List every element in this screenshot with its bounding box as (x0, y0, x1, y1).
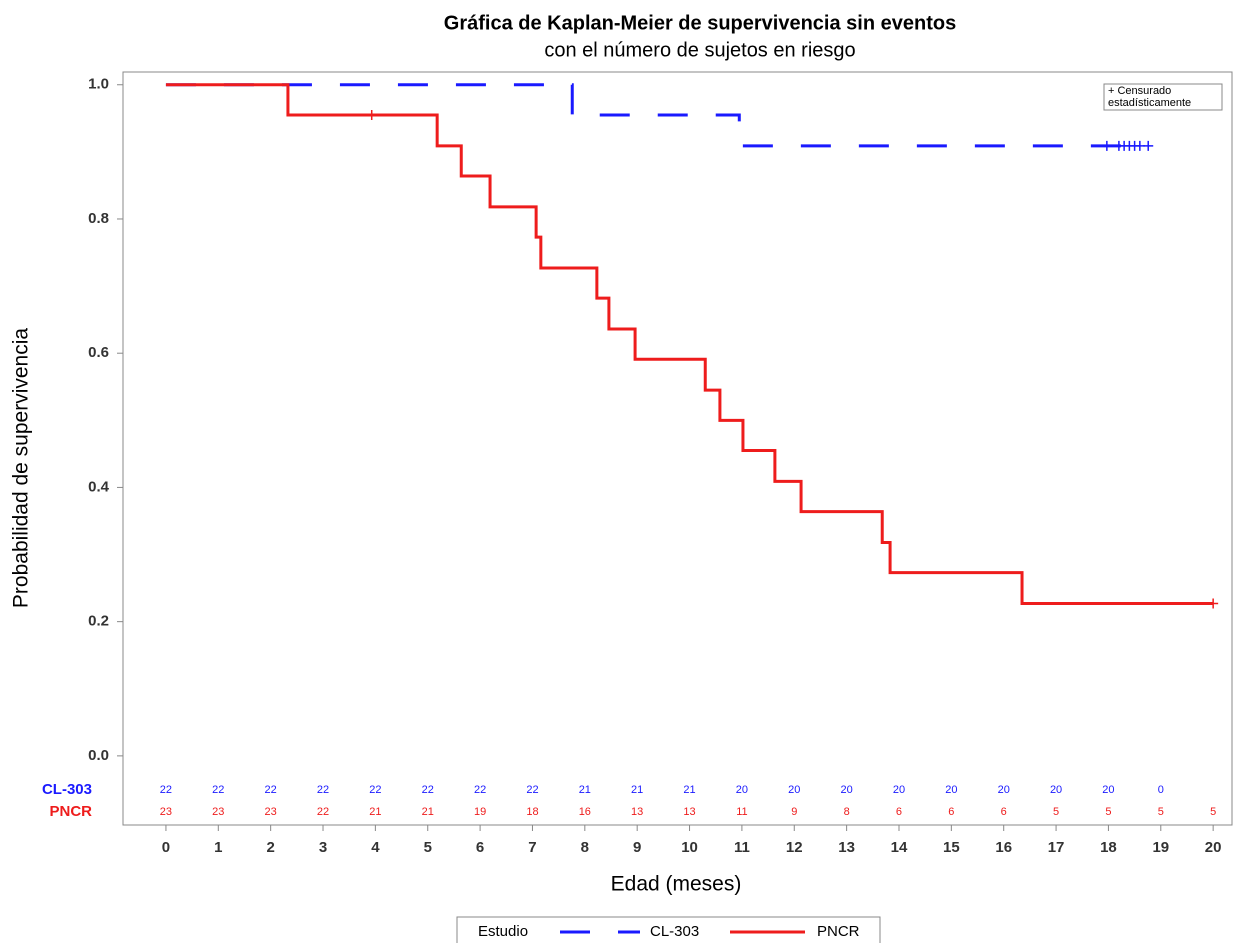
x-tick-label: 8 (581, 839, 589, 856)
censor-mark (1143, 140, 1154, 151)
censor-mark (1134, 140, 1145, 151)
at-risk-count: 23 (265, 806, 277, 818)
chart-title: Gráfica de Kaplan-Meier de supervivencia… (444, 12, 956, 34)
censor-mark (366, 109, 377, 120)
at-risk-count: 20 (945, 784, 957, 796)
at-risk-count: 20 (1102, 784, 1114, 796)
at-risk-count: 20 (788, 784, 800, 796)
at-risk-count: 20 (998, 784, 1010, 796)
survival-curve (165, 83, 1214, 606)
at-risk-count: 21 (631, 784, 643, 796)
x-axis-label: Edad (meses) (611, 873, 742, 896)
at-risk-count: 21 (683, 784, 695, 796)
x-tick-label: 3 (319, 839, 327, 856)
y-tick-label: 0.0 (88, 747, 109, 764)
legend-title: Estudio (478, 923, 528, 940)
at-risk-count: 22 (526, 784, 538, 796)
at-risk-count: 21 (369, 806, 381, 818)
x-tick-label: 20 (1205, 839, 1222, 856)
y-tick-label: 0.2 (88, 613, 109, 630)
at-risk-count: 19 (474, 806, 486, 818)
y-tick-label: 0.6 (88, 344, 109, 361)
at-risk-count: 13 (683, 806, 695, 818)
at-risk-count: 22 (212, 784, 224, 796)
at-risk-count: 20 (736, 784, 748, 796)
censor-mark (1101, 140, 1112, 151)
y-tick-label: 0.4 (88, 478, 110, 495)
at-risk-count: 22 (317, 784, 329, 796)
chart-subtitle: con el número de sujetos en riesgo (544, 39, 855, 61)
x-tick-label: 11 (734, 839, 750, 856)
censor-note: estadísticamente (1108, 97, 1191, 109)
x-tick-label: 12 (786, 839, 803, 856)
x-tick-label: 19 (1152, 839, 1169, 856)
at-risk-count: 20 (841, 784, 853, 796)
at-risk-count: 5 (1158, 806, 1164, 818)
at-risk-count: 5 (1210, 806, 1216, 818)
survival-curve (165, 83, 1149, 148)
at-risk-count: 21 (422, 806, 434, 818)
at-risk-count: 18 (526, 806, 538, 818)
x-tick-label: 6 (476, 839, 484, 856)
x-tick-label: 17 (1048, 839, 1065, 856)
at-risk-count: 22 (317, 806, 329, 818)
at-risk-count: 5 (1053, 806, 1059, 818)
x-tick-label: 16 (995, 839, 1012, 856)
at-risk-count: 6 (948, 806, 954, 818)
at-risk-count: 13 (631, 806, 643, 818)
plot-frame (122, 71, 1233, 826)
censor-note: + Censurado (1108, 85, 1171, 97)
legend-label: CL-303 (650, 923, 699, 940)
risk-row-label: PNCR (49, 803, 92, 820)
x-tick-label: 13 (838, 839, 855, 856)
legend-label: PNCR (817, 923, 860, 940)
censor-mark (1208, 598, 1219, 609)
at-risk-count: 23 (212, 806, 224, 818)
at-risk-count: 11 (736, 806, 747, 818)
at-risk-count: 6 (1001, 806, 1007, 818)
x-tick-label: 14 (891, 839, 908, 856)
at-risk-count: 5 (1105, 806, 1111, 818)
at-risk-count: 20 (893, 784, 905, 796)
at-risk-count: 0 (1158, 784, 1164, 796)
x-tick-label: 4 (371, 839, 380, 856)
censor-note-box (1103, 83, 1223, 111)
at-risk-count: 21 (579, 784, 591, 796)
y-axis-label: Probabilidad de supervivencia (10, 328, 33, 608)
at-risk-count: 20 (1050, 784, 1062, 796)
y-tick-label: 1.0 (88, 76, 109, 93)
x-tick-label: 1 (214, 839, 222, 856)
x-tick-label: 15 (943, 839, 960, 856)
x-tick-label: 18 (1100, 839, 1117, 856)
x-tick-label: 9 (633, 839, 641, 856)
at-risk-count: 23 (160, 806, 172, 818)
x-tick-label: 2 (266, 839, 274, 856)
x-tick-label: 5 (424, 839, 432, 856)
at-risk-count: 8 (844, 806, 850, 818)
at-risk-count: 22 (422, 784, 434, 796)
at-risk-count: 22 (369, 784, 381, 796)
y-tick-label: 0.8 (88, 210, 109, 227)
at-risk-count: 6 (896, 806, 902, 818)
at-risk-count: 9 (791, 806, 797, 818)
x-tick-label: 0 (162, 839, 170, 856)
risk-row-label: CL-303 (42, 781, 92, 798)
legend-box (456, 916, 881, 943)
x-tick-label: 7 (528, 839, 536, 856)
at-risk-count: 22 (265, 784, 277, 796)
at-risk-count: 22 (160, 784, 172, 796)
at-risk-count: 16 (579, 806, 591, 818)
x-tick-label: 10 (681, 839, 698, 856)
at-risk-count: 22 (474, 784, 486, 796)
